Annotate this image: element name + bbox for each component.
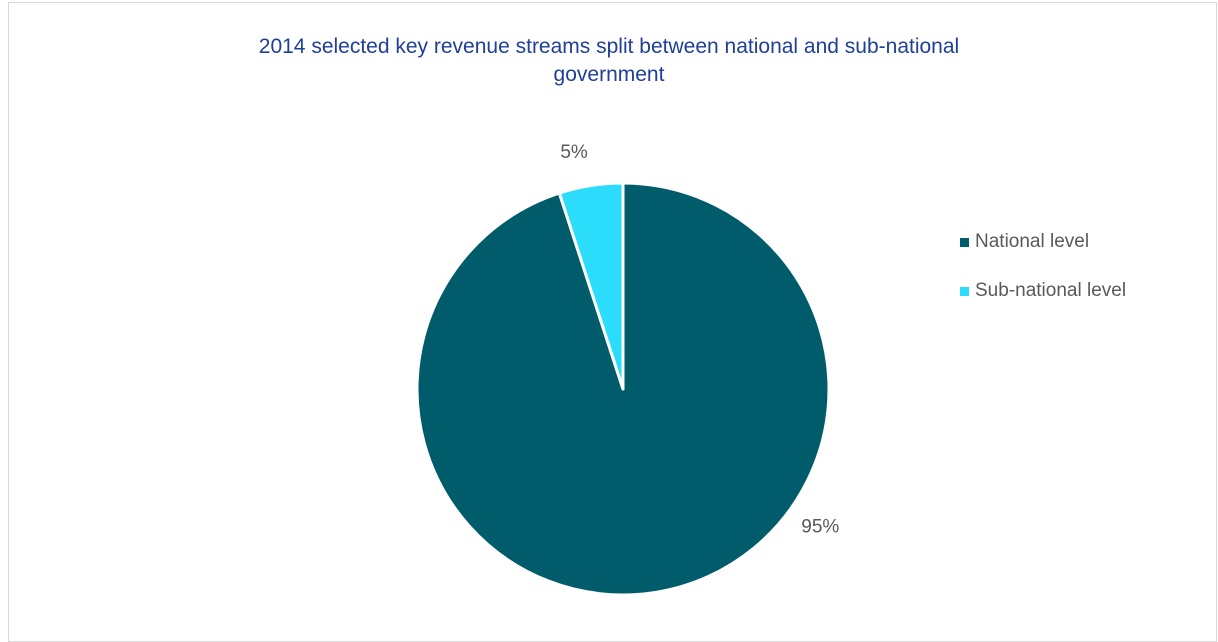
legend-item-national: National level (960, 228, 1126, 256)
chart-title: 2014 selected key revenue streams split … (0, 33, 1218, 89)
legend-label-sub-national: Sub-national level (975, 280, 1127, 301)
legend: National level Sub-national level (960, 228, 1126, 326)
data-label-sub-national: 5% (560, 142, 588, 163)
chart-title-line-2: government (553, 63, 665, 86)
legend-item-sub-national: Sub-national level (960, 277, 1126, 305)
pie-chart: 95% 5% (415, 142, 839, 597)
legend-swatch-sub-national (960, 286, 969, 296)
pie-slice-sub-national (557, 181, 625, 391)
pie-slices (415, 181, 831, 597)
legend-label-national: National level (975, 231, 1090, 252)
pie-data-labels: 95% 5% (560, 142, 839, 538)
legend-swatch-national (960, 237, 969, 247)
data-label-national: 95% (801, 517, 839, 538)
chart-title-line-1: 2014 selected key revenue streams split … (258, 35, 960, 58)
